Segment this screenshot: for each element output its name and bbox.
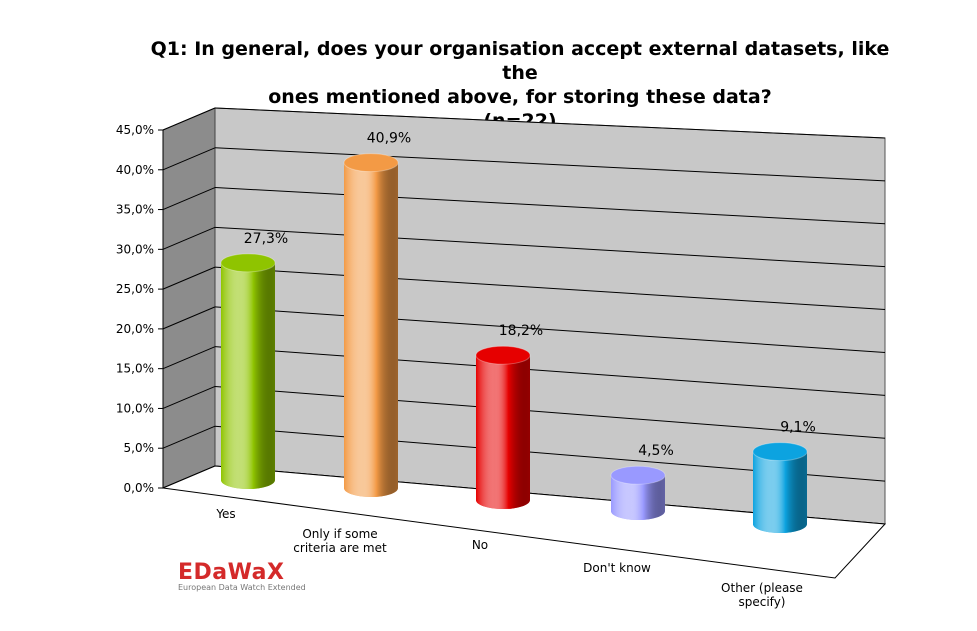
gridline xyxy=(214,226,886,268)
y-tick-label: 5,0% xyxy=(124,441,155,455)
gridline-side xyxy=(162,226,216,250)
bar-top xyxy=(610,465,666,485)
bar-top xyxy=(343,153,399,173)
bars xyxy=(220,153,808,533)
gridline xyxy=(214,346,886,396)
value-label: 18,2% xyxy=(499,323,543,339)
y-tick-label: 30,0% xyxy=(116,242,154,256)
bar-shading xyxy=(611,475,665,520)
logo-name: EDaWaX xyxy=(178,560,285,585)
gridline-side xyxy=(162,107,216,131)
bar-shading xyxy=(221,262,275,489)
category-label: No xyxy=(472,538,488,552)
gridline xyxy=(214,147,886,182)
bar-1 xyxy=(343,153,399,497)
category-label: Only if some criteria are met xyxy=(293,527,387,555)
bar-shading xyxy=(753,451,807,533)
gridline-side xyxy=(162,346,216,370)
bar-2 xyxy=(475,345,531,509)
category-label: Don't know xyxy=(583,561,651,575)
category-label: Yes xyxy=(215,507,235,521)
logo-subtitle: European Data Watch Extended xyxy=(178,583,306,592)
y-tick-label: 35,0% xyxy=(116,203,154,217)
y-tick-label: 25,0% xyxy=(116,282,154,296)
chart-floor xyxy=(161,465,887,579)
y-axis-ticks: 0,0% 5,0% 10,0% 15,0% 20,0% 25,0% 30,0% 35,0% 40… xyxy=(116,123,164,495)
gridline xyxy=(214,385,886,439)
chart-title-line-2: ones mentioned above, for storing these … xyxy=(268,86,772,108)
gridline-side xyxy=(162,306,216,330)
value-label: 4,5% xyxy=(638,443,674,459)
value-labels: 27,3% 40,9% 18,2% 4,5% 9,1% xyxy=(244,131,816,460)
gridline xyxy=(214,187,886,225)
bar-shading xyxy=(476,355,530,509)
gridline-side xyxy=(162,266,216,290)
bar-0 xyxy=(220,253,276,489)
floor xyxy=(161,465,887,579)
gridline xyxy=(214,306,886,353)
bar-top xyxy=(475,345,531,365)
gridline-side xyxy=(162,385,216,409)
y-tick-label: 45,0% xyxy=(116,123,154,137)
chart-title: Q1: In general, does your organisation a… xyxy=(150,37,890,133)
bar-3 xyxy=(610,465,666,520)
category-label: Other (please specify) xyxy=(721,581,803,609)
bar-top xyxy=(220,253,276,273)
edawax-logo: EDaWaX European Data Watch Extended xyxy=(178,560,306,592)
value-label: 9,1% xyxy=(780,420,816,436)
gridline xyxy=(214,107,886,139)
bar-shading xyxy=(344,162,398,497)
y-tick-label: 15,0% xyxy=(116,362,154,376)
gridline-side xyxy=(162,425,216,449)
bar-4 xyxy=(752,442,808,533)
category-labels: Yes Only if some criteria are met No Don't k… xyxy=(215,507,803,609)
gridline xyxy=(214,266,886,311)
gridline-side xyxy=(162,147,216,171)
y-tick-label: 0,0% xyxy=(124,481,155,495)
y-tick-label: 10,0% xyxy=(116,401,154,415)
value-label: 40,9% xyxy=(367,131,411,147)
y-tick-label: 20,0% xyxy=(116,322,154,336)
y-tick-label: 40,0% xyxy=(116,163,154,177)
gridline-side xyxy=(162,187,216,211)
side-wall xyxy=(162,107,216,489)
bar-top xyxy=(752,442,808,462)
chart-title-line-1: Q1: In general, does your organisation a… xyxy=(150,38,890,84)
value-label: 27,3% xyxy=(244,231,288,247)
